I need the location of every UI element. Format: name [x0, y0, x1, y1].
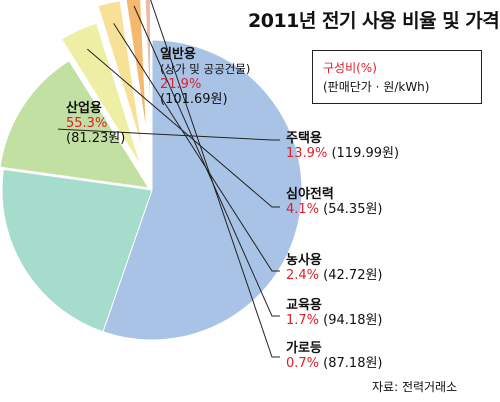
pie-slice-general [1, 168, 153, 333]
label-residential-share: 13.9% [286, 146, 328, 161]
label-street: 가로등 0.7% (87.18원) [286, 341, 383, 371]
label-agriculture-share: 2.4% [286, 268, 320, 283]
label-night: 심야전력 4.1% (54.35원) [286, 187, 383, 217]
label-agriculture-price: (42.72원) [323, 268, 383, 283]
chart-title: 2011년 전기 사용 비율 및 가격 [248, 10, 500, 32]
label-street-price: (87.18원) [323, 356, 383, 371]
label-residential: 주택용 13.9% (119.99원) [286, 131, 399, 161]
label-general-share: 21.9% [160, 77, 202, 92]
label-agriculture: 농사용 2.4% (42.72원) [286, 253, 383, 283]
pie-slice-night [60, 22, 142, 167]
label-industrial-price: (81.23원) [66, 131, 126, 146]
leader-line-education [133, 5, 280, 317]
label-education-name: 교육용 [286, 298, 322, 313]
legend-unit-note: (판매단가 · 원/kWh) [323, 80, 430, 94]
label-industrial: 산업용 55.3% (81.23원) [66, 101, 125, 146]
source-note: 자료: 전력거래소 [372, 380, 458, 394]
leader-line-agriculture [113, 23, 280, 272]
leader-line-street [150, 0, 280, 358]
pie-slice-education [125, 0, 148, 135]
label-education: 교육용 1.7% (94.18원) [286, 298, 383, 328]
pie-slice-industrial [102, 39, 303, 341]
pie-slice-residential [0, 59, 150, 189]
label-education-price: (94.18원) [323, 313, 383, 328]
legend-title: 구성비(%) [323, 61, 377, 75]
label-night-name: 심야전력 [286, 187, 334, 202]
label-industrial-name: 산업용 [66, 101, 102, 116]
label-general-sublabel: (상가 및 공공건물) [160, 62, 251, 76]
label-general: 일반용 (상가 및 공공건물) 21.9% (101.69원) [160, 47, 250, 107]
label-residential-price: (119.99원) [331, 146, 400, 161]
pie-slice-street [144, 0, 151, 121]
legend-box: 구성비(%) (판매단가 · 원/kWh) [312, 50, 482, 104]
label-industrial-share: 55.3% [66, 116, 108, 131]
label-street-share: 0.7% [286, 356, 320, 371]
label-agriculture-name: 농사용 [286, 253, 322, 268]
leader-line-night [87, 48, 280, 208]
label-residential-name: 주택용 [286, 131, 322, 146]
pie-slice-agriculture [97, 0, 144, 150]
leader-line-residential [57, 128, 280, 141]
label-general-name: 일반용 [160, 47, 196, 62]
label-night-price: (54.35원) [323, 202, 383, 217]
label-street-name: 가로등 [286, 341, 322, 356]
label-general-price: (101.69원) [160, 92, 228, 107]
label-night-share: 4.1% [286, 202, 320, 217]
label-education-share: 1.7% [286, 313, 320, 328]
